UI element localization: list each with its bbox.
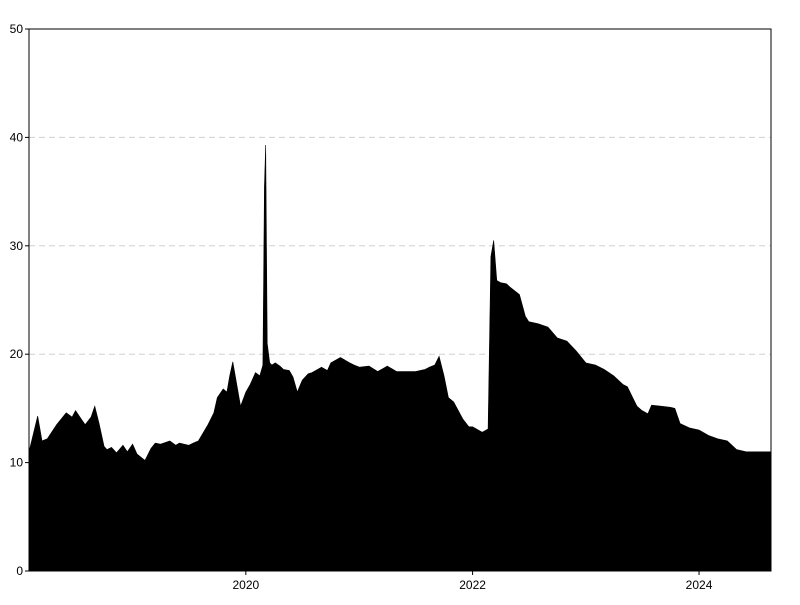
x-tick-label-2024: 2024 xyxy=(686,578,713,592)
y-tick-label-50: 50 xyxy=(10,22,24,36)
y-tick-label-20: 20 xyxy=(10,347,24,361)
y-tick-label-0: 0 xyxy=(16,564,23,578)
y-tick-label-10: 10 xyxy=(10,456,24,470)
x-tick-label-2020: 2020 xyxy=(232,578,259,592)
plot-border xyxy=(28,28,772,572)
y-tick-label-40: 40 xyxy=(10,130,24,144)
area-layer xyxy=(28,144,772,572)
axis-layer xyxy=(28,28,772,572)
area-series-0 xyxy=(28,144,772,572)
y-tick-label-30: 30 xyxy=(10,239,24,253)
x-tick-label-2022: 2022 xyxy=(459,578,486,592)
tick-layer: 0 10 20 30 40 50 2020 2022 2024 xyxy=(10,22,713,592)
